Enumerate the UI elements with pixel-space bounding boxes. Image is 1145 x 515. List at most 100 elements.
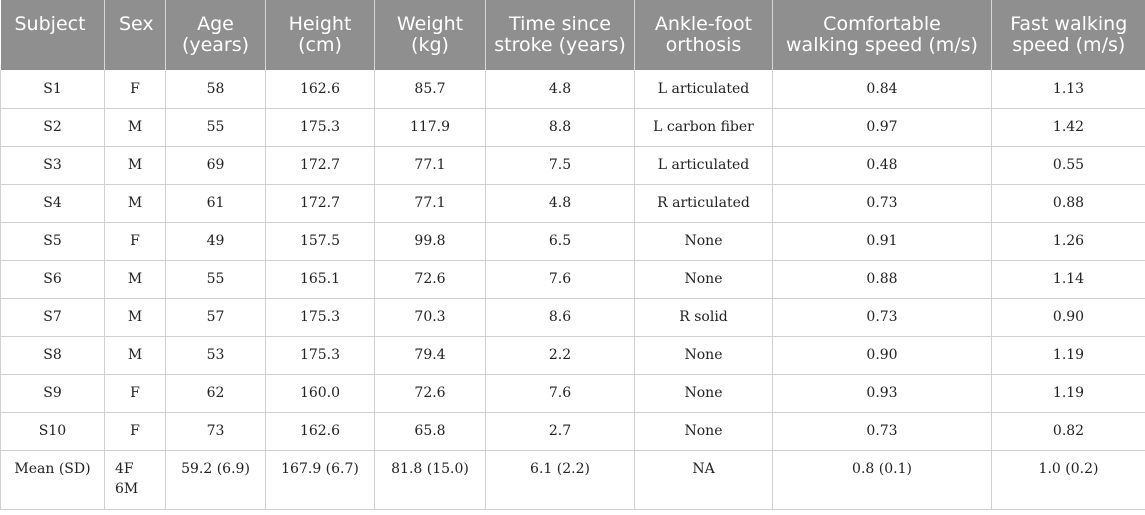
table-row: S10 F 73 162.6 65.8 2.7 None 0.73 0.82 (0, 412, 1145, 451)
cell-mean-fast-speed: 1.0 (0.2) (991, 450, 1145, 510)
cell-age: 58 (165, 70, 266, 109)
header-ankle-foot-orthosis: Ankle-foot orthosis (634, 0, 773, 70)
cell-time-since-stroke: 2.2 (485, 336, 635, 375)
cell-sex: M (104, 184, 166, 223)
header-time-since-stroke: Time since stroke (years) (485, 0, 635, 70)
cell-mean-height: 167.9 (6.7) (265, 450, 375, 510)
cell-mean-sex: 4F 6M (104, 450, 166, 510)
cell-time-since-stroke: 4.8 (485, 184, 635, 223)
cell-fast-speed: 1.13 (991, 70, 1145, 109)
cell-sex: F (104, 412, 166, 451)
mean-row: Mean (SD) 4F 6M 59.2 (6.9) 167.9 (6.7) 81… (0, 450, 1145, 510)
cell-sex: F (104, 374, 166, 413)
cell-sex: M (104, 298, 166, 337)
cell-mean-age: 59.2 (6.9) (165, 450, 266, 510)
header-age: Age (years) (165, 0, 266, 70)
cell-subject: S6 (0, 260, 105, 299)
cell-weight: 117.9 (374, 108, 486, 147)
cell-height: 175.3 (265, 336, 375, 375)
cell-weight: 85.7 (374, 70, 486, 109)
cell-fast-speed: 1.19 (991, 374, 1145, 413)
cell-fast-speed: 0.55 (991, 146, 1145, 185)
cell-orthosis: L carbon fiber (634, 108, 773, 147)
cell-fast-speed: 1.14 (991, 260, 1145, 299)
cell-weight: 77.1 (374, 146, 486, 185)
cell-time-since-stroke: 4.8 (485, 70, 635, 109)
cell-comfortable-speed: 0.48 (772, 146, 992, 185)
cell-time-since-stroke: 2.7 (485, 412, 635, 451)
table-row: S9 F 62 160.0 72.6 7.6 None 0.93 1.19 (0, 374, 1145, 413)
cell-subject: S9 (0, 374, 105, 413)
cell-subject: S1 (0, 70, 105, 109)
cell-sex: F (104, 70, 166, 109)
cell-weight: 70.3 (374, 298, 486, 337)
header-fast-walking-speed: Fast walking speed (m/s) (991, 0, 1145, 70)
cell-height: 165.1 (265, 260, 375, 299)
cell-sex: M (104, 260, 166, 299)
cell-time-since-stroke: 7.6 (485, 260, 635, 299)
cell-age: 57 (165, 298, 266, 337)
header-row: Subject Sex Age (years) Height (cm) Weight… (0, 0, 1145, 70)
cell-orthosis: R articulated (634, 184, 773, 223)
cell-orthosis: None (634, 336, 773, 375)
cell-comfortable-speed: 0.73 (772, 298, 992, 337)
cell-age: 55 (165, 260, 266, 299)
cell-age: 61 (165, 184, 266, 223)
cell-orthosis: None (634, 412, 773, 451)
cell-subject: S3 (0, 146, 105, 185)
cell-fast-speed: 0.90 (991, 298, 1145, 337)
cell-weight: 99.8 (374, 222, 486, 261)
cell-subject: S7 (0, 298, 105, 337)
cell-subject: S4 (0, 184, 105, 223)
cell-fast-speed: 1.26 (991, 222, 1145, 261)
cell-fast-speed: 0.82 (991, 412, 1145, 451)
header-subject: Subject (0, 0, 105, 70)
cell-orthosis: None (634, 222, 773, 261)
table-row: S4 M 61 172.7 77.1 4.8 R articulated 0.7… (0, 184, 1145, 223)
header-height: Height (cm) (265, 0, 375, 70)
table-row: S5 F 49 157.5 99.8 6.5 None 0.91 1.26 (0, 222, 1145, 261)
cell-comfortable-speed: 0.90 (772, 336, 992, 375)
cell-orthosis: None (634, 374, 773, 413)
cell-weight: 72.6 (374, 260, 486, 299)
cell-sex: M (104, 336, 166, 375)
table-row: S2 M 55 175.3 117.9 8.8 L carbon fiber 0… (0, 108, 1145, 147)
cell-orthosis: L articulated (634, 70, 773, 109)
cell-time-since-stroke: 6.5 (485, 222, 635, 261)
cell-age: 62 (165, 374, 266, 413)
cell-subject: S2 (0, 108, 105, 147)
table-row: S8 M 53 175.3 79.4 2.2 None 0.90 1.19 (0, 336, 1145, 375)
cell-age: 49 (165, 222, 266, 261)
cell-fast-speed: 0.88 (991, 184, 1145, 223)
table-row: S6 M 55 165.1 72.6 7.6 None 0.88 1.14 (0, 260, 1145, 299)
cell-fast-speed: 1.42 (991, 108, 1145, 147)
cell-height: 157.5 (265, 222, 375, 261)
cell-time-since-stroke: 8.6 (485, 298, 635, 337)
header-weight: Weight (kg) (374, 0, 486, 70)
cell-mean-label: Mean (SD) (0, 450, 105, 510)
cell-weight: 65.8 (374, 412, 486, 451)
table-row: S3 M 69 172.7 77.1 7.5 L articulated 0.4… (0, 146, 1145, 185)
cell-orthosis: None (634, 260, 773, 299)
cell-height: 172.7 (265, 184, 375, 223)
table-row: S1 F 58 162.6 85.7 4.8 L articulated 0.8… (0, 70, 1145, 109)
cell-age: 73 (165, 412, 266, 451)
cell-comfortable-speed: 0.91 (772, 222, 992, 261)
cell-height: 162.6 (265, 412, 375, 451)
cell-fast-speed: 1.19 (991, 336, 1145, 375)
cell-comfortable-speed: 0.73 (772, 184, 992, 223)
cell-subject: S8 (0, 336, 105, 375)
cell-weight: 72.6 (374, 374, 486, 413)
cell-orthosis: R solid (634, 298, 773, 337)
cell-sex: M (104, 108, 166, 147)
cell-time-since-stroke: 7.6 (485, 374, 635, 413)
cell-height: 160.0 (265, 374, 375, 413)
cell-height: 175.3 (265, 108, 375, 147)
cell-sex: F (104, 222, 166, 261)
cell-mean-comfortable-speed: 0.8 (0.1) (772, 450, 992, 510)
cell-height: 172.7 (265, 146, 375, 185)
cell-age: 53 (165, 336, 266, 375)
cell-comfortable-speed: 0.88 (772, 260, 992, 299)
cell-subject: S5 (0, 222, 105, 261)
